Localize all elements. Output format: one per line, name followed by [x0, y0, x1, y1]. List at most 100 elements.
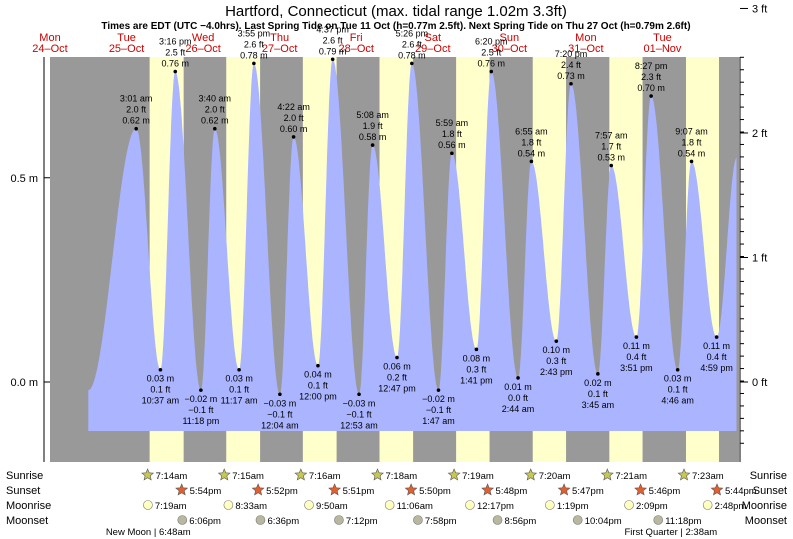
- tide-m-9: 0.04 m: [304, 370, 332, 380]
- sunrise-time-7: 7:23am: [692, 471, 724, 482]
- moonrise-time-4: 12:17pm: [477, 501, 514, 512]
- tide-m-17: 0.08 m: [463, 353, 491, 363]
- tide-m-27: 0.03 m: [664, 374, 692, 384]
- tide-ft-12: 1.9 ft: [363, 121, 384, 131]
- sunset-time-2: 5:51pm: [343, 486, 375, 497]
- tide-ft-9: 0.1 ft: [308, 381, 329, 391]
- chart-subtitle: Times are EDT (UTC −4.0hrs). Last Spring…: [101, 21, 690, 32]
- day-header-date-3: 27–Oct: [262, 43, 297, 55]
- moonrise-icon: [143, 500, 153, 510]
- tide-ft-23: 0.1 ft: [588, 389, 609, 399]
- tide-area-path: [88, 59, 737, 432]
- tide-ft-10: 2.6 ft: [323, 35, 344, 45]
- tide-time-7: 12:04 am: [261, 420, 299, 430]
- tide-m-21: 0.10 m: [543, 345, 571, 355]
- tide-point-1: [158, 367, 163, 372]
- tide-point-22: [569, 81, 573, 86]
- tide-ft-29: 0.4 ft: [707, 352, 728, 362]
- tide-time-22: 7:20 pm: [555, 49, 588, 59]
- tide-ft-11: −0.1 ft: [346, 409, 372, 419]
- sunrise-time-1: 7:15am: [232, 471, 264, 482]
- tide-point-7: [278, 392, 282, 397]
- tide-ft-15: −0.1 ft: [426, 405, 452, 415]
- moonset-icon: [177, 515, 188, 525]
- tide-point-17: [474, 347, 479, 352]
- tide-ft-19: 0.0 ft: [508, 393, 529, 403]
- tide-m-14: 0.78 m: [398, 50, 426, 60]
- tide-ft-6: 2.6 ft: [244, 39, 265, 49]
- day-header-dow-3: Thu: [270, 32, 289, 44]
- tide-ft-7: −0.1 ft: [267, 409, 293, 419]
- moonset-time-3: 7:58pm: [425, 516, 457, 527]
- tide-m-15: −0.02 m: [422, 394, 455, 404]
- tide-point-24: [609, 163, 614, 168]
- row-label-left-sunset: Sunset: [6, 485, 40, 497]
- tide-point-9: [316, 363, 320, 368]
- tide-m-7: −0.03 m: [263, 398, 296, 408]
- sunset-time-5: 5:47pm: [572, 486, 604, 497]
- tide-time-12: 5:08 am: [356, 110, 389, 120]
- tide-time-9: 12:00 pm: [299, 392, 337, 402]
- day-header-date-5: 29–Oct: [415, 43, 450, 55]
- right-tick-label-3: 3 ft: [752, 3, 767, 15]
- tide-m-24: 0.53 m: [597, 152, 625, 162]
- tide-m-19: 0.01 m: [504, 382, 532, 392]
- tide-m-25: 0.11 m: [623, 341, 650, 351]
- moonrise-icon: [465, 500, 475, 510]
- row-label-right-sunset: Sunset: [753, 485, 787, 497]
- tide-point-11: [357, 392, 361, 397]
- day-header-dow-1: Tue: [117, 32, 136, 44]
- tide-time-23: 3:45 am: [582, 400, 615, 410]
- tide-time-3: 11:18 pm: [182, 416, 219, 426]
- tide-ft-0: 2.0 ft: [126, 105, 147, 115]
- tide-m-13: 0.06 m: [383, 361, 411, 371]
- left-tick-label-0: 0.0 m: [10, 377, 38, 389]
- moon-phase-note-0: New Moon | 6:48am: [106, 527, 191, 538]
- tide-time-8: 4:22 am: [277, 102, 310, 112]
- tide-m-6: 0.78 m: [240, 50, 268, 60]
- tide-point-21: [554, 339, 559, 343]
- tide-ft-25: 0.4 ft: [626, 352, 647, 362]
- moonrise-icon: [624, 500, 634, 510]
- tide-m-5: 0.03 m: [225, 374, 253, 384]
- moonset-icon: [334, 515, 344, 525]
- tide-ft-2: 2.5 ft: [165, 48, 186, 58]
- sunrise-star-icon: [600, 468, 614, 481]
- tide-ft-21: 0.3 ft: [546, 356, 567, 366]
- moonset-time-4: 8:56pm: [505, 516, 537, 527]
- moon-phase-note-1: First Quarter | 2:38am: [624, 527, 717, 538]
- moonset-icon: [413, 515, 423, 525]
- moonrise-time-0: 7:19am: [155, 501, 187, 512]
- tide-m-12: 0.58 m: [359, 132, 387, 142]
- day-header-dow-8: Tue: [653, 32, 672, 44]
- tide-time-18: 6:20 pm: [475, 37, 508, 47]
- tide-point-5: [237, 367, 241, 372]
- tide-time-29: 4:59 pm: [700, 363, 733, 373]
- sunrise-star-icon: [141, 468, 155, 481]
- tide-time-15: 1:47 am: [422, 416, 455, 426]
- row-label-left-moonset: Moonset: [6, 515, 48, 527]
- tide-time-25: 3:51 pm: [620, 363, 653, 373]
- sunset-star-icon: [328, 483, 342, 496]
- tide-ft-1: 0.1 ft: [150, 385, 171, 395]
- sunrise-time-3: 7:18am: [386, 471, 418, 482]
- tide-point-27: [675, 367, 680, 372]
- tide-time-2: 3:16 pm: [159, 37, 192, 47]
- tide-ft-18: 2.5 ft: [481, 48, 502, 58]
- sunrise-time-5: 7:20am: [539, 471, 571, 482]
- sunset-time-7: 5:44pm: [725, 486, 757, 497]
- moonset-icon: [255, 515, 266, 525]
- tide-m-0: 0.62 m: [122, 116, 150, 126]
- day-header-date-4: 28–Oct: [338, 43, 373, 55]
- sunset-time-6: 5:46pm: [649, 486, 681, 497]
- tide-time-19: 2:44 am: [502, 404, 535, 414]
- tide-point-19: [516, 376, 520, 380]
- sunrise-star-icon: [524, 468, 538, 481]
- sunset-star-icon: [404, 483, 418, 496]
- moonset-icon: [653, 515, 664, 525]
- day-header-dow-2: Wed: [192, 32, 214, 44]
- moonrise-time-3: 11:06am: [397, 501, 433, 512]
- moonset-time-0: 6:06pm: [189, 516, 221, 527]
- day-header-date-1: 25–Oct: [109, 43, 144, 55]
